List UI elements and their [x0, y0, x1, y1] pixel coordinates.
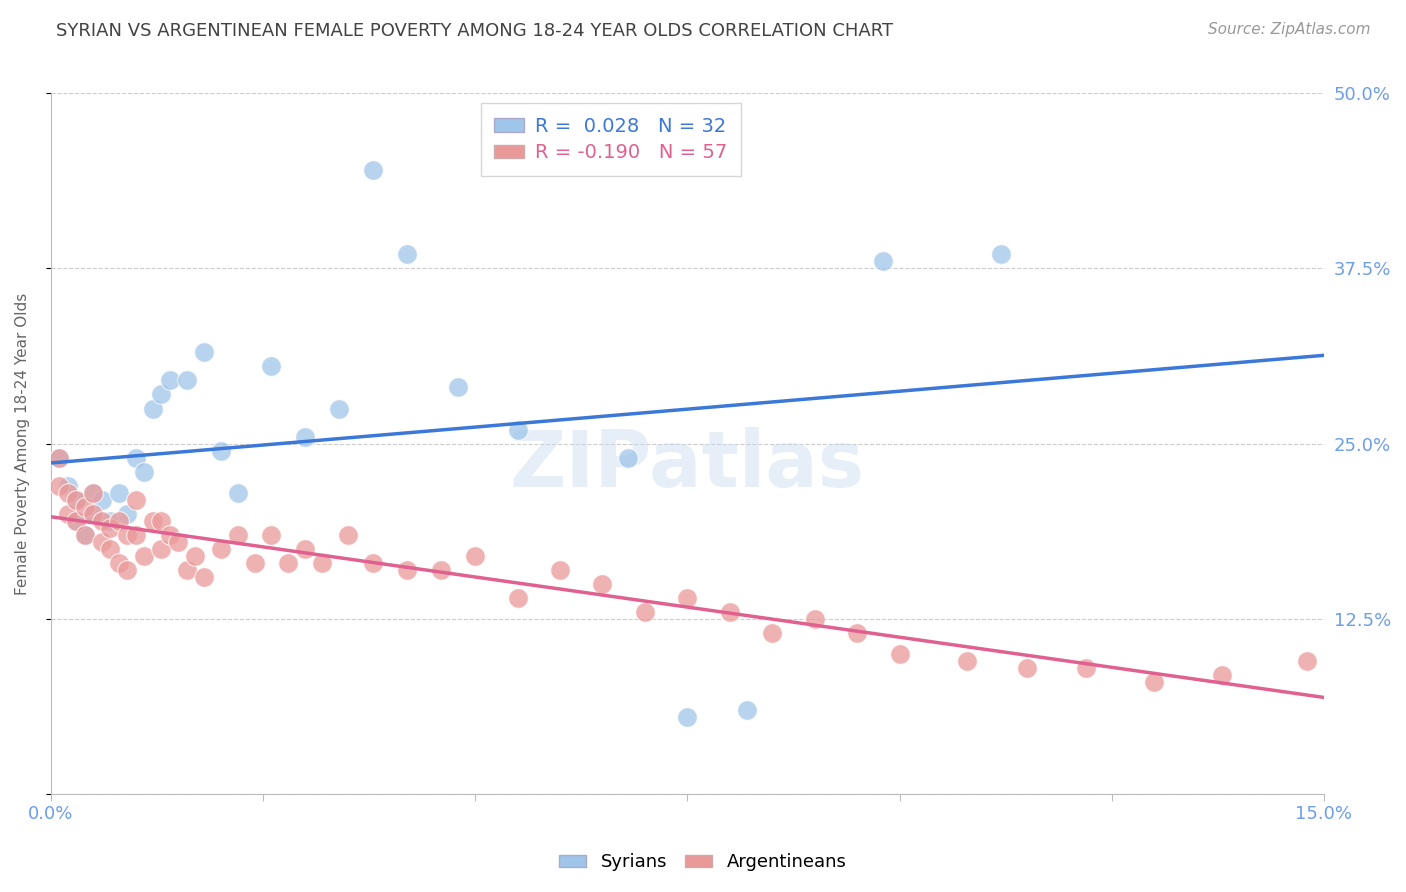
Point [90, 514, 112, 528]
Point [98, 514, 121, 528]
Point [294, 541, 316, 556]
Point [506, 591, 529, 605]
Point [56, 478, 79, 492]
Point [73, 500, 96, 514]
Point [98, 520, 121, 534]
Point [294, 429, 316, 443]
Point [65, 492, 87, 507]
Point [184, 549, 207, 563]
Point [506, 423, 529, 437]
Point [125, 450, 148, 465]
Point [634, 605, 657, 619]
Point [1143, 674, 1166, 689]
Point [98, 541, 121, 556]
Point [718, 605, 741, 619]
Point [1296, 654, 1319, 668]
Point [336, 527, 359, 541]
Point [107, 485, 129, 500]
Point [73, 527, 96, 541]
Text: SYRIAN VS ARGENTINEAN FEMALE POVERTY AMONG 18-24 YEAR OLDS CORRELATION CHART: SYRIAN VS ARGENTINEAN FEMALE POVERTY AMO… [56, 22, 893, 40]
Point [90, 534, 112, 549]
Point [134, 465, 156, 479]
Point [990, 247, 1012, 261]
Point [115, 563, 138, 577]
Point [107, 556, 129, 570]
Point [125, 492, 148, 507]
Point [82, 485, 104, 500]
Point [363, 163, 385, 178]
Point [676, 591, 699, 605]
Point [430, 563, 453, 577]
Point [115, 527, 138, 541]
Point [1015, 660, 1038, 674]
Point [328, 401, 350, 416]
Point [150, 541, 173, 556]
Point [803, 611, 825, 625]
Point [464, 549, 486, 563]
Point [193, 569, 215, 583]
Point [115, 507, 138, 521]
Point [956, 654, 979, 668]
Point [226, 485, 249, 500]
Point [226, 527, 249, 541]
Point [48, 478, 70, 492]
Point [150, 514, 173, 528]
Point [1211, 667, 1233, 681]
Point [56, 485, 79, 500]
Point [134, 549, 156, 563]
Point [65, 492, 87, 507]
Point [872, 254, 894, 268]
Text: Source: ZipAtlas.com: Source: ZipAtlas.com [1208, 22, 1371, 37]
Point [447, 380, 470, 394]
Point [142, 514, 165, 528]
Point [846, 625, 869, 640]
Point [150, 387, 173, 401]
Point [548, 563, 571, 577]
Y-axis label: Female Poverty Among 18-24 Year Olds: Female Poverty Among 18-24 Year Olds [15, 293, 30, 595]
Text: ZIPatlas: ZIPatlas [510, 426, 865, 502]
Point [82, 485, 104, 500]
Point [65, 514, 87, 528]
Point [761, 625, 783, 640]
Point [82, 507, 104, 521]
Legend: R =  0.028   N = 32, R = -0.190   N = 57: R = 0.028 N = 32, R = -0.190 N = 57 [481, 103, 741, 176]
Point [396, 247, 419, 261]
Point [260, 359, 283, 374]
Point [209, 443, 232, 458]
Point [1076, 660, 1098, 674]
Point [176, 374, 198, 388]
Point [311, 556, 333, 570]
Point [142, 401, 165, 416]
Point [363, 556, 385, 570]
Point [82, 507, 104, 521]
Point [193, 345, 215, 359]
Point [176, 563, 198, 577]
Point [209, 541, 232, 556]
Point [617, 450, 640, 465]
Point [90, 492, 112, 507]
Point [159, 374, 181, 388]
Point [260, 527, 283, 541]
Point [107, 514, 129, 528]
Point [73, 527, 96, 541]
Point [48, 450, 70, 465]
Point [735, 703, 758, 717]
Point [676, 709, 699, 723]
Point [396, 563, 419, 577]
Point [277, 556, 299, 570]
Point [243, 556, 266, 570]
Point [592, 576, 614, 591]
Point [167, 534, 190, 549]
Point [159, 527, 181, 541]
Point [56, 507, 79, 521]
Point [65, 514, 87, 528]
Point [889, 647, 911, 661]
Point [48, 450, 70, 465]
Point [125, 527, 148, 541]
Legend: Syrians, Argentineans: Syrians, Argentineans [553, 847, 853, 879]
